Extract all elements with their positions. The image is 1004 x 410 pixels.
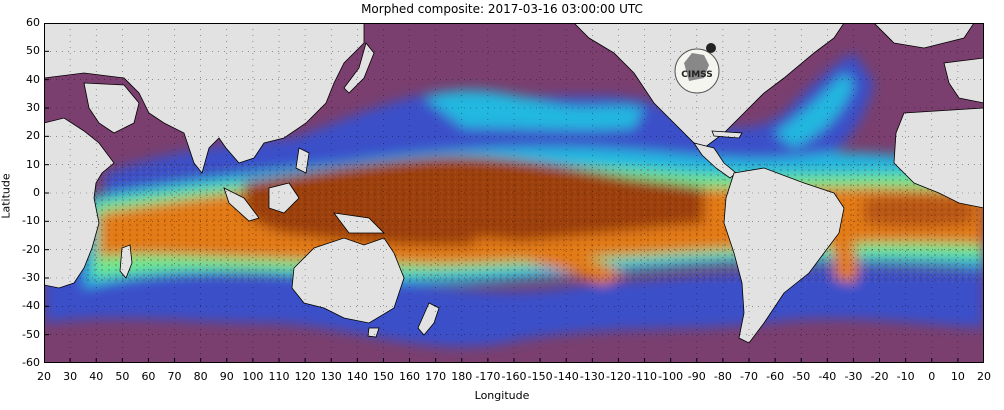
y-tick-label: -60 [22, 356, 40, 369]
cimss-logo: CIMSS [674, 43, 720, 94]
y-tick-label: 40 [26, 72, 40, 86]
y-tick-label: 50 [26, 44, 40, 58]
x-tick-label: 110 [268, 370, 290, 383]
cimss-logo-text: CIMSS [681, 70, 712, 80]
x-tick-label: 140 [346, 370, 368, 383]
y-tick-label: -20 [22, 242, 40, 256]
grid-lines [44, 23, 984, 363]
africa-land [44, 117, 115, 289]
x-tick-label: -90 [687, 370, 706, 383]
madagascar-land [119, 244, 133, 279]
borneo-land [268, 182, 300, 214]
x-tick-label: 170 [425, 370, 447, 383]
x-tick-label: -20 [870, 370, 889, 383]
x-tick-label: -10 [896, 370, 915, 383]
europe-land [943, 57, 984, 104]
y-tick-label: 0 [33, 186, 40, 199]
tasmania-land [367, 327, 380, 338]
x-tick-label: -30 [844, 370, 863, 383]
greenland-land [873, 23, 975, 49]
y-axis-label: Latitude [0, 173, 13, 219]
new-zealand-land [417, 302, 440, 336]
map-plot-area: CIMSS [44, 23, 984, 363]
x-tick-label: 10 [950, 370, 965, 383]
x-tick-label: 0 [928, 370, 936, 383]
y-tick-label: -30 [22, 271, 40, 284]
x-tick-label: 120 [294, 370, 316, 383]
x-tick-label: -160 [501, 370, 527, 383]
y-tick-label: 60 [26, 16, 40, 29]
y-tick-label: -10 [22, 214, 40, 228]
arabia-land [83, 82, 140, 134]
x-tick-label: -170 [475, 370, 501, 383]
x-tick-label: 160 [399, 370, 421, 383]
sumatra-land [223, 187, 260, 222]
moisture-texture [84, 163, 984, 283]
new-guinea-land [333, 212, 385, 234]
x-tick-label: -60 [766, 370, 785, 383]
south-america-land [723, 167, 845, 344]
x-tick-label: -40 [818, 370, 837, 383]
x-tick-label: -80 [713, 370, 732, 383]
x-tick-label: -140 [553, 370, 579, 383]
x-tick-label: -100 [658, 370, 684, 383]
x-tick-label: -120 [605, 370, 631, 383]
y-tick-label: 10 [26, 157, 40, 171]
y-tick-label: 30 [26, 101, 40, 114]
x-tick-label: 150 [372, 370, 394, 383]
x-tick-label: 60 [141, 370, 156, 383]
x-tick-label: -130 [579, 370, 605, 383]
japan-land [343, 42, 375, 94]
x-axis-label: Longitude [474, 389, 530, 402]
x-tick-label: 70 [167, 370, 182, 383]
x-tick-label: -110 [632, 370, 658, 383]
tick-marks [44, 23, 984, 363]
x-tick-label: 90 [219, 370, 234, 383]
x-tick-label: 100 [242, 370, 264, 383]
x-tick-label: 30 [63, 370, 78, 383]
x-tick-label: 40 [89, 370, 104, 383]
west-africa-land [893, 107, 984, 209]
x-tick-label: -50 [792, 370, 811, 383]
landmasses [44, 23, 984, 344]
x-tick-label: -70 [740, 370, 758, 383]
x-tick-label: 20 [37, 370, 51, 383]
y-tick-label: 20 [26, 129, 40, 143]
map-title: Morphed composite: 2017-03-16 03:00:00 U… [361, 2, 643, 16]
eurasia-land [44, 23, 365, 174]
australia-land [291, 237, 405, 324]
philippines-land [295, 147, 310, 174]
map-svg: CIMSS [44, 23, 984, 363]
x-tick-label: 180 [451, 370, 473, 383]
x-tick-label: 50 [115, 370, 130, 383]
y-tick-label: -50 [22, 327, 40, 341]
x-tick-label: 20 [977, 370, 991, 383]
x-tick-label: 80 [193, 370, 208, 383]
y-tick-label: -40 [22, 299, 40, 313]
x-tick-label: -150 [527, 370, 553, 383]
x-tick-label: 130 [320, 370, 342, 383]
